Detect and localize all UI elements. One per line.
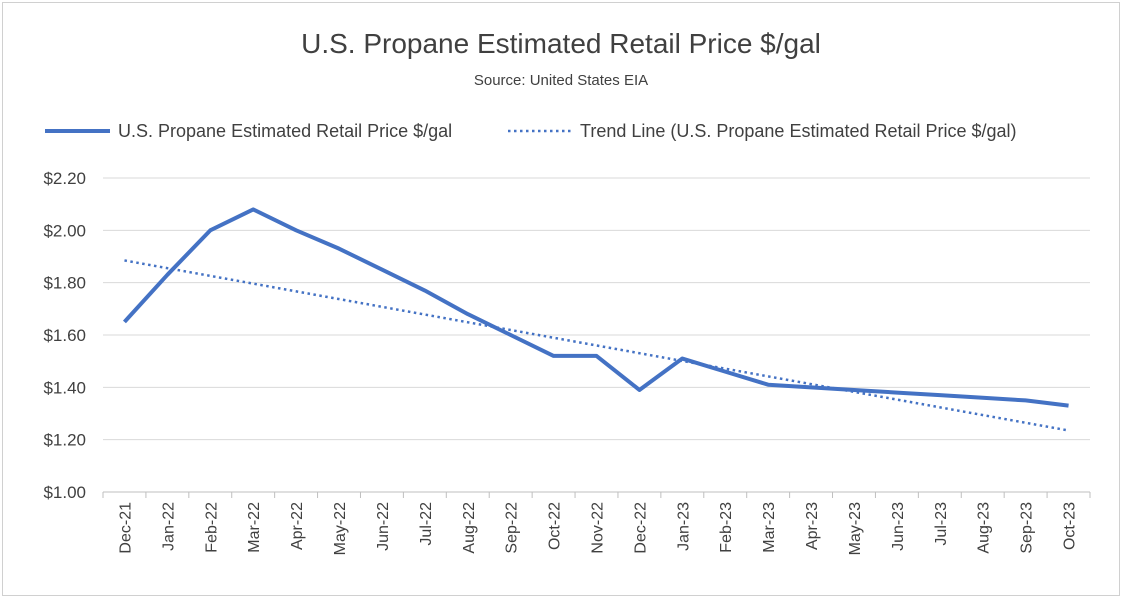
y-tick-label: $1.60 [43, 326, 86, 345]
y-tick-label: $2.20 [43, 169, 86, 188]
x-tick-label: Sep-22 [504, 502, 521, 554]
x-tick-label: Apr-23 [804, 502, 821, 550]
x-tick-label: Nov-22 [590, 502, 607, 554]
series-line [122, 207, 1069, 408]
x-tick-label: Aug-23 [976, 502, 993, 554]
chart-title: U.S. Propane Estimated Retail Price $/ga… [301, 28, 821, 59]
trend-line [124, 259, 1069, 432]
x-tick-label: Jan-22 [160, 502, 177, 551]
x-tick-label: Dec-22 [632, 502, 649, 554]
y-tick-label: $2.00 [43, 221, 86, 240]
y-tick-label: $1.20 [43, 431, 86, 450]
y-tick-label: $1.40 [43, 378, 86, 397]
x-tick-label: Sep-23 [1019, 502, 1036, 554]
x-tick-label: Mar-22 [246, 502, 263, 553]
y-tick-label: $1.00 [43, 483, 86, 502]
legend-label-trend: Trend Line (U.S. Propane Estimated Retai… [580, 121, 1017, 141]
x-tick-label: Oct-23 [1062, 502, 1079, 550]
x-tick-label: Feb-23 [718, 502, 735, 553]
x-tick-label: Mar-23 [761, 502, 778, 553]
legend-label-series: U.S. Propane Estimated Retail Price $/ga… [118, 121, 452, 141]
x-tick-label: Apr-22 [289, 502, 306, 550]
chart-subtitle: Source: United States EIA [473, 72, 649, 89]
x-tick-label: Jul-22 [418, 502, 435, 546]
x-tick-label: Dec-21 [117, 502, 134, 554]
x-tick-label: Aug-22 [461, 502, 478, 554]
x-tick-label: May-22 [332, 502, 349, 555]
x-tick-label: Feb-22 [203, 502, 220, 553]
x-tick-label: Oct-22 [547, 502, 564, 550]
y-tick-label: $1.80 [43, 274, 86, 293]
x-tick-label: Jun-23 [890, 502, 907, 551]
x-tick-label: May-23 [847, 502, 864, 555]
x-tick-label: Jan-23 [675, 502, 692, 551]
x-tick-label: Jun-22 [375, 502, 392, 551]
x-tick-label: Jul-23 [933, 502, 950, 546]
